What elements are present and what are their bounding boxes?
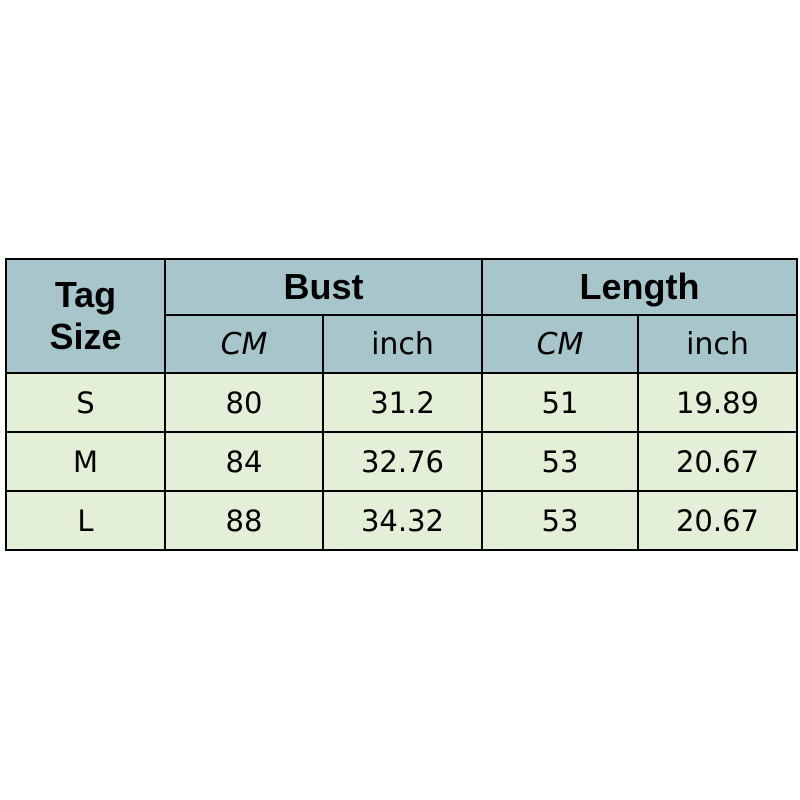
bust-cm-cell: 88: [164, 490, 324, 551]
bust-cm-cell: 80: [164, 372, 324, 433]
length-inch-cell: 19.89: [636, 372, 799, 433]
tag-label: Tag: [54, 274, 117, 315]
bust-inch-cell: 34.32: [322, 490, 483, 551]
size-cell: L: [5, 490, 166, 551]
bust-inch-cell: 32.76: [322, 431, 483, 492]
table-row: S 80 31.2 51 19.89: [5, 372, 799, 433]
size-chart-table: Tag Size Bust Length CM inch CM inch S 8…: [5, 258, 799, 551]
length-inch-cell: 20.67: [636, 490, 799, 551]
bust-header: Bust: [164, 258, 483, 316]
bust-inch-cell: 31.2: [322, 372, 483, 433]
size-cell: M: [5, 431, 166, 492]
length-cm-cell: 51: [481, 372, 639, 433]
length-inch-cell: 20.67: [636, 431, 799, 492]
size-label: Size: [49, 316, 122, 357]
length-cm-cell: 53: [481, 431, 639, 492]
length-header: Length: [480, 258, 799, 316]
length-cm-header: CM: [481, 314, 639, 374]
bust-inch-header: inch: [322, 314, 483, 374]
table-row: M 84 32.76 53 20.67: [5, 431, 799, 492]
bust-cm-header: CM: [164, 314, 324, 374]
table-row: L 88 34.32 53 20.67: [5, 490, 799, 551]
size-cell: S: [5, 372, 166, 433]
length-inch-header: inch: [636, 314, 799, 374]
length-cm-cell: 53: [481, 490, 639, 551]
bust-cm-cell: 84: [164, 431, 324, 492]
tag-size-header: Tag Size: [5, 258, 166, 374]
